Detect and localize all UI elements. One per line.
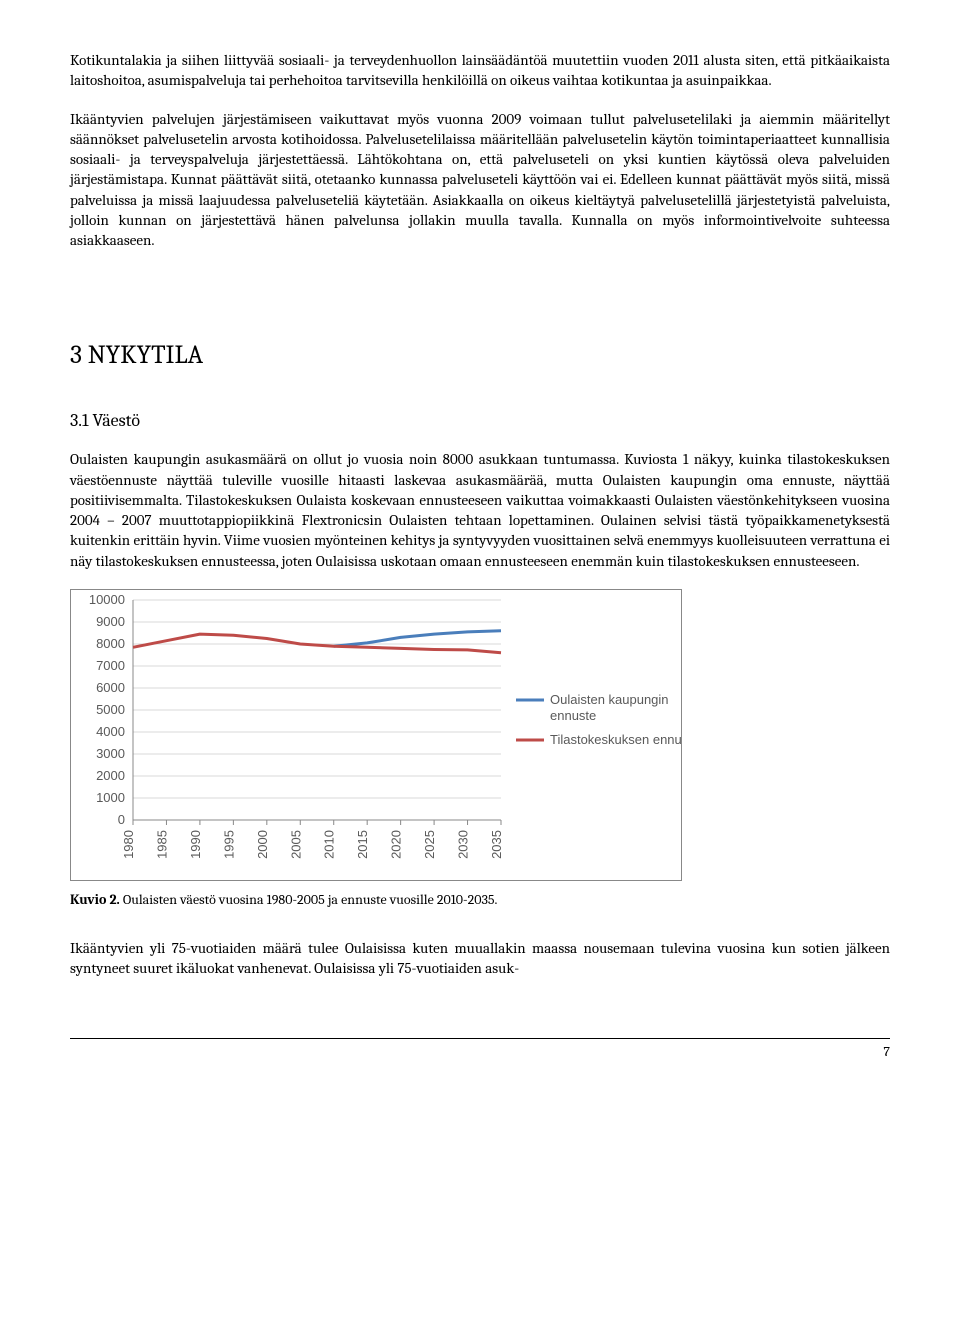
- svg-text:6000: 6000: [96, 680, 125, 695]
- svg-text:2010: 2010: [322, 830, 337, 859]
- svg-text:10000: 10000: [89, 592, 125, 607]
- svg-text:2015: 2015: [355, 830, 370, 859]
- body-paragraph: Ikääntyvien palvelujen järjestämiseen va…: [70, 109, 890, 251]
- body-paragraph: Oulaisten kaupungin asukasmäärä on ollut…: [70, 449, 890, 571]
- svg-text:0: 0: [118, 812, 125, 827]
- svg-text:1000: 1000: [96, 790, 125, 805]
- svg-text:ennuste: ennuste: [550, 708, 596, 723]
- heading-2: 3.1 Väestö: [70, 410, 890, 431]
- svg-text:4000: 4000: [96, 724, 125, 739]
- svg-text:2000: 2000: [255, 830, 270, 859]
- svg-text:Oulaisten kaupungin: Oulaisten kaupungin: [550, 692, 669, 707]
- document-page: Kotikuntalakia ja siihen liittyvää sosia…: [0, 0, 960, 1090]
- svg-text:2025: 2025: [422, 830, 437, 859]
- svg-text:Tilastokeskuksen ennuste: Tilastokeskuksen ennuste: [550, 732, 681, 747]
- svg-text:2020: 2020: [389, 830, 404, 859]
- svg-text:2000: 2000: [96, 768, 125, 783]
- line-chart-svg: 0 1000 2000 3000 4000 5000 6000 7000 8000 9000 100…: [71, 590, 681, 880]
- svg-text:1990: 1990: [188, 830, 203, 859]
- svg-text:2005: 2005: [288, 830, 303, 859]
- caption-label: Kuvio 2.: [70, 891, 120, 908]
- population-chart: 0 1000 2000 3000 4000 5000 6000 7000 8000 9000 100…: [70, 589, 682, 881]
- svg-text:1980: 1980: [121, 830, 136, 859]
- svg-text:2035: 2035: [489, 830, 504, 859]
- svg-text:8000: 8000: [96, 636, 125, 651]
- svg-text:1985: 1985: [154, 830, 169, 859]
- body-paragraph: Ikääntyvien yli 75-vuotiaiden määrä tule…: [70, 938, 890, 979]
- figure-caption: Kuvio 2. Oulaisten väestö vuosina 1980-2…: [70, 891, 890, 908]
- svg-text:9000: 9000: [96, 614, 125, 629]
- heading-1: 3 NYKYTILA: [70, 340, 890, 370]
- caption-text: Oulaisten väestö vuosina 1980-2005 ja en…: [120, 891, 498, 908]
- svg-text:5000: 5000: [96, 702, 125, 717]
- body-paragraph: Kotikuntalakia ja siihen liittyvää sosia…: [70, 50, 890, 91]
- page-number: 7: [70, 1038, 890, 1060]
- svg-text:1995: 1995: [221, 830, 236, 859]
- svg-text:2030: 2030: [456, 830, 471, 859]
- svg-text:3000: 3000: [96, 746, 125, 761]
- svg-text:7000: 7000: [96, 658, 125, 673]
